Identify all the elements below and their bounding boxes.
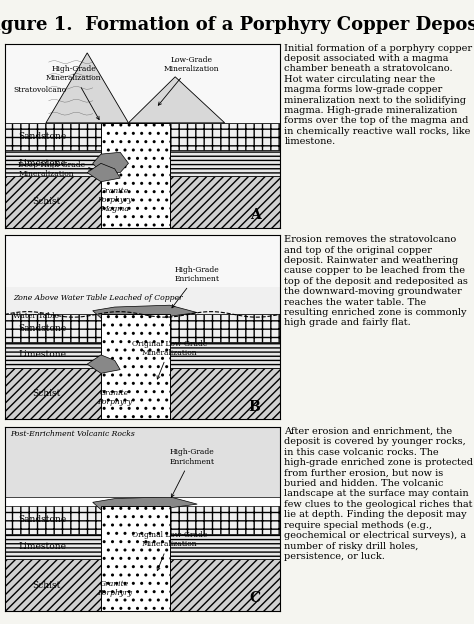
Bar bbox=[5, 368, 280, 419]
Bar bbox=[5, 427, 280, 497]
Text: C: C bbox=[249, 592, 260, 605]
Bar bbox=[5, 44, 280, 123]
Text: Sandstone: Sandstone bbox=[18, 324, 67, 333]
Bar bbox=[101, 506, 170, 611]
Text: Schist: Schist bbox=[32, 580, 61, 590]
Bar bbox=[5, 123, 280, 150]
Text: Zone Above Water Table Leached of Copper: Zone Above Water Table Leached of Copper bbox=[13, 294, 182, 301]
Bar bbox=[101, 314, 170, 419]
Bar bbox=[5, 559, 280, 611]
Polygon shape bbox=[93, 305, 197, 318]
Text: Limestone: Limestone bbox=[18, 542, 66, 551]
Polygon shape bbox=[87, 163, 120, 182]
Polygon shape bbox=[46, 53, 128, 123]
Text: B: B bbox=[249, 400, 260, 414]
Text: High-Grade
Mineralization: High-Grade Mineralization bbox=[46, 66, 101, 120]
Bar bbox=[5, 506, 280, 534]
Bar bbox=[5, 150, 280, 176]
Bar bbox=[5, 287, 280, 314]
Text: Erosion removes the stratovolcano and top of the original copper deposit. Rainwa: Erosion removes the stratovolcano and to… bbox=[284, 235, 468, 328]
Text: Schist: Schist bbox=[32, 197, 61, 207]
Polygon shape bbox=[128, 77, 225, 123]
Bar bbox=[5, 534, 280, 559]
Text: Stratovolcano: Stratovolcano bbox=[13, 85, 66, 94]
Text: Deep High-Grade
Mineralization: Deep High-Grade Mineralization bbox=[18, 161, 92, 178]
Bar bbox=[101, 123, 170, 228]
Bar bbox=[5, 235, 280, 314]
Text: Sandstone: Sandstone bbox=[18, 132, 67, 141]
Text: High-Grade
Enrichment: High-Grade Enrichment bbox=[169, 449, 214, 497]
Text: Original Low-Grade
Mineralization: Original Low-Grade Mineralization bbox=[132, 339, 208, 379]
Text: Water Table: Water Table bbox=[13, 312, 59, 320]
Text: After erosion and enrichment, the deposit is covered by younger rocks, in this c: After erosion and enrichment, the deposi… bbox=[284, 427, 474, 561]
Bar bbox=[5, 314, 280, 342]
Text: Limestone: Limestone bbox=[18, 351, 66, 359]
Text: Schist: Schist bbox=[32, 389, 61, 398]
Polygon shape bbox=[87, 355, 120, 373]
Text: Figure 1.  Formation of a Porphyry Copper Deposit: Figure 1. Formation of a Porphyry Copper… bbox=[0, 16, 474, 34]
Text: High-Grade
Enrichment: High-Grade Enrichment bbox=[172, 266, 219, 308]
Text: Low-Grade
Mineralization: Low-Grade Mineralization bbox=[158, 56, 219, 105]
Text: Limestone: Limestone bbox=[18, 159, 66, 168]
Text: Granite
Porphyry: Granite Porphyry bbox=[97, 389, 132, 406]
Text: Sandstone: Sandstone bbox=[18, 515, 67, 524]
Bar bbox=[5, 342, 280, 368]
Text: Granite
Porphyry
Magma: Granite Porphyry Magma bbox=[97, 187, 132, 213]
Text: Granite
Porphyry: Granite Porphyry bbox=[97, 580, 132, 597]
Bar bbox=[5, 176, 280, 228]
Text: Post-Enrichment Volcanic Rocks: Post-Enrichment Volcanic Rocks bbox=[10, 430, 135, 438]
Polygon shape bbox=[93, 152, 128, 173]
Text: Initial formation of a porphyry copper deposit associated with a magma chamber b: Initial formation of a porphyry copper d… bbox=[284, 44, 473, 146]
Text: Original Low-Grade
Mineralization: Original Low-Grade Mineralization bbox=[132, 531, 208, 570]
Text: A: A bbox=[250, 208, 260, 222]
Polygon shape bbox=[93, 497, 197, 510]
